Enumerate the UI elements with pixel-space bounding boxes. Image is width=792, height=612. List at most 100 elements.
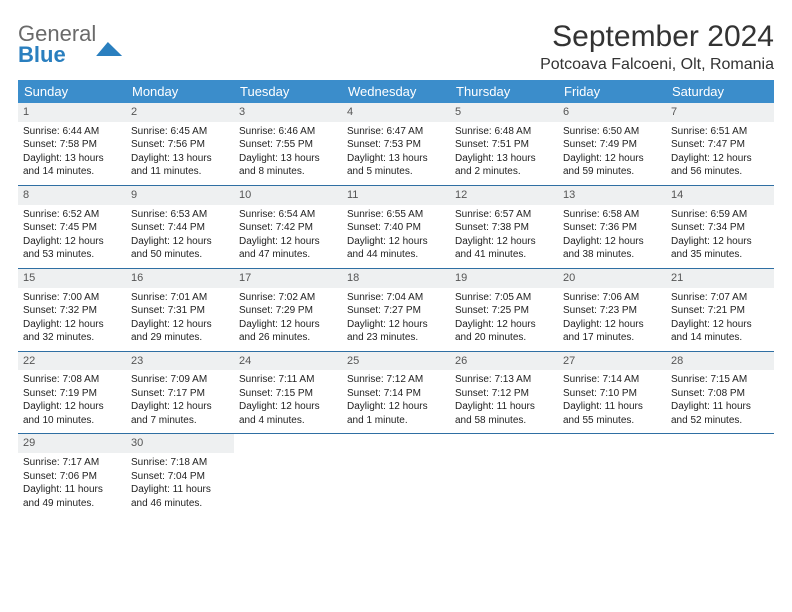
day-number: 3 — [234, 103, 342, 122]
daylight-line: Daylight: 11 hours and 46 minutes. — [131, 483, 229, 510]
sunset-line: Sunset: 7:44 PM — [131, 221, 229, 235]
sunrise-line: Sunrise: 6:54 AM — [239, 208, 337, 222]
daylight-line: Daylight: 12 hours and 38 minutes. — [563, 235, 661, 262]
calendar-cell: .. — [450, 434, 558, 516]
sunset-line: Sunset: 7:42 PM — [239, 221, 337, 235]
day-details: Sunrise: 6:52 AMSunset: 7:45 PMDaylight:… — [18, 205, 126, 268]
day-number: 4 — [342, 103, 450, 122]
day-number: 22 — [18, 352, 126, 371]
calendar-cell: 27Sunrise: 7:14 AMSunset: 7:10 PMDayligh… — [558, 351, 666, 434]
day-details: Sunrise: 6:55 AMSunset: 7:40 PMDaylight:… — [342, 205, 450, 268]
calendar-cell: 23Sunrise: 7:09 AMSunset: 7:17 PMDayligh… — [126, 351, 234, 434]
day-number: 11 — [342, 186, 450, 205]
sunrise-line: Sunrise: 6:50 AM — [563, 125, 661, 139]
day-details: Sunrise: 7:18 AMSunset: 7:04 PMDaylight:… — [126, 453, 234, 516]
daylight-line: Daylight: 12 hours and 7 minutes. — [131, 400, 229, 427]
day-details: Sunrise: 7:12 AMSunset: 7:14 PMDaylight:… — [342, 370, 450, 433]
day-number: 30 — [126, 434, 234, 453]
calendar-cell: 4Sunrise: 6:47 AMSunset: 7:53 PMDaylight… — [342, 103, 450, 185]
day-details: Sunrise: 6:44 AMSunset: 7:58 PMDaylight:… — [18, 122, 126, 185]
day-number: 10 — [234, 186, 342, 205]
day-details: Sunrise: 7:07 AMSunset: 7:21 PMDaylight:… — [666, 288, 774, 351]
calendar-cell: 3Sunrise: 6:46 AMSunset: 7:55 PMDaylight… — [234, 103, 342, 185]
sunrise-line: Sunrise: 6:52 AM — [23, 208, 121, 222]
sunrise-line: Sunrise: 7:17 AM — [23, 456, 121, 470]
daylight-line: Daylight: 12 hours and 41 minutes. — [455, 235, 553, 262]
calendar-cell: 30Sunrise: 7:18 AMSunset: 7:04 PMDayligh… — [126, 434, 234, 516]
sunset-line: Sunset: 7:17 PM — [131, 387, 229, 401]
calendar-cell: 2Sunrise: 6:45 AMSunset: 7:56 PMDaylight… — [126, 103, 234, 185]
day-details: Sunrise: 6:54 AMSunset: 7:42 PMDaylight:… — [234, 205, 342, 268]
day-details: Sunrise: 6:46 AMSunset: 7:55 PMDaylight:… — [234, 122, 342, 185]
day-details: Sunrise: 7:14 AMSunset: 7:10 PMDaylight:… — [558, 370, 666, 433]
day-number: 17 — [234, 269, 342, 288]
calendar-week-row: 15Sunrise: 7:00 AMSunset: 7:32 PMDayligh… — [18, 268, 774, 351]
day-details: Sunrise: 7:05 AMSunset: 7:25 PMDaylight:… — [450, 288, 558, 351]
daylight-line: Daylight: 12 hours and 44 minutes. — [347, 235, 445, 262]
sunrise-line: Sunrise: 7:18 AM — [131, 456, 229, 470]
day-number: 12 — [450, 186, 558, 205]
day-details: Sunrise: 6:50 AMSunset: 7:49 PMDaylight:… — [558, 122, 666, 185]
calendar-week-row: 1Sunrise: 6:44 AMSunset: 7:58 PMDaylight… — [18, 103, 774, 185]
day-details: Sunrise: 6:47 AMSunset: 7:53 PMDaylight:… — [342, 122, 450, 185]
day-details: Sunrise: 6:48 AMSunset: 7:51 PMDaylight:… — [450, 122, 558, 185]
sunset-line: Sunset: 7:06 PM — [23, 470, 121, 484]
sunrise-line: Sunrise: 6:58 AM — [563, 208, 661, 222]
day-number: 7 — [666, 103, 774, 122]
daylight-line: Daylight: 12 hours and 10 minutes. — [23, 400, 121, 427]
day-number: 18 — [342, 269, 450, 288]
calendar-week-row: 22Sunrise: 7:08 AMSunset: 7:19 PMDayligh… — [18, 351, 774, 434]
sunrise-line: Sunrise: 7:12 AM — [347, 373, 445, 387]
title-block: September 2024 Potcoava Falcoeni, Olt, R… — [540, 20, 774, 74]
sunset-line: Sunset: 7:04 PM — [131, 470, 229, 484]
day-number: 6 — [558, 103, 666, 122]
daylight-line: Daylight: 12 hours and 4 minutes. — [239, 400, 337, 427]
daylight-line: Daylight: 12 hours and 50 minutes. — [131, 235, 229, 262]
day-number: 16 — [126, 269, 234, 288]
sunrise-line: Sunrise: 6:57 AM — [455, 208, 553, 222]
day-details: Sunrise: 6:58 AMSunset: 7:36 PMDaylight:… — [558, 205, 666, 268]
weekday-header: Monday — [126, 80, 234, 103]
weekday-header: Sunday — [18, 80, 126, 103]
calendar-cell: 11Sunrise: 6:55 AMSunset: 7:40 PMDayligh… — [342, 185, 450, 268]
calendar-cell: 21Sunrise: 7:07 AMSunset: 7:21 PMDayligh… — [666, 268, 774, 351]
weekday-header: Saturday — [666, 80, 774, 103]
sunset-line: Sunset: 7:40 PM — [347, 221, 445, 235]
calendar-cell: 20Sunrise: 7:06 AMSunset: 7:23 PMDayligh… — [558, 268, 666, 351]
calendar-cell: .. — [666, 434, 774, 516]
day-number: 23 — [126, 352, 234, 371]
calendar-cell: 18Sunrise: 7:04 AMSunset: 7:27 PMDayligh… — [342, 268, 450, 351]
day-details: Sunrise: 6:45 AMSunset: 7:56 PMDaylight:… — [126, 122, 234, 185]
day-number: 26 — [450, 352, 558, 371]
calendar-cell: .. — [558, 434, 666, 516]
day-details: Sunrise: 7:11 AMSunset: 7:15 PMDaylight:… — [234, 370, 342, 433]
daylight-line: Daylight: 11 hours and 49 minutes. — [23, 483, 121, 510]
daylight-line: Daylight: 11 hours and 52 minutes. — [671, 400, 769, 427]
daylight-line: Daylight: 12 hours and 47 minutes. — [239, 235, 337, 262]
sunset-line: Sunset: 7:38 PM — [455, 221, 553, 235]
daylight-line: Daylight: 12 hours and 23 minutes. — [347, 318, 445, 345]
sunrise-line: Sunrise: 7:01 AM — [131, 291, 229, 305]
calendar-table: SundayMondayTuesdayWednesdayThursdayFrid… — [18, 80, 774, 516]
day-number: 9 — [126, 186, 234, 205]
day-number: 29 — [18, 434, 126, 453]
daylight-line: Daylight: 12 hours and 14 minutes. — [671, 318, 769, 345]
sunset-line: Sunset: 7:21 PM — [671, 304, 769, 318]
daylight-line: Daylight: 12 hours and 1 minute. — [347, 400, 445, 427]
day-details: Sunrise: 6:57 AMSunset: 7:38 PMDaylight:… — [450, 205, 558, 268]
day-details: Sunrise: 7:17 AMSunset: 7:06 PMDaylight:… — [18, 453, 126, 516]
calendar-cell: 5Sunrise: 6:48 AMSunset: 7:51 PMDaylight… — [450, 103, 558, 185]
day-details: Sunrise: 6:59 AMSunset: 7:34 PMDaylight:… — [666, 205, 774, 268]
day-details: Sunrise: 6:53 AMSunset: 7:44 PMDaylight:… — [126, 205, 234, 268]
day-details: Sunrise: 7:06 AMSunset: 7:23 PMDaylight:… — [558, 288, 666, 351]
sunset-line: Sunset: 7:29 PM — [239, 304, 337, 318]
sunrise-line: Sunrise: 6:59 AM — [671, 208, 769, 222]
sunset-line: Sunset: 7:10 PM — [563, 387, 661, 401]
sunset-line: Sunset: 7:55 PM — [239, 138, 337, 152]
sunrise-line: Sunrise: 6:45 AM — [131, 125, 229, 139]
sunset-line: Sunset: 7:25 PM — [455, 304, 553, 318]
sunset-line: Sunset: 7:08 PM — [671, 387, 769, 401]
day-number: 15 — [18, 269, 126, 288]
day-number: 14 — [666, 186, 774, 205]
calendar-cell: 12Sunrise: 6:57 AMSunset: 7:38 PMDayligh… — [450, 185, 558, 268]
